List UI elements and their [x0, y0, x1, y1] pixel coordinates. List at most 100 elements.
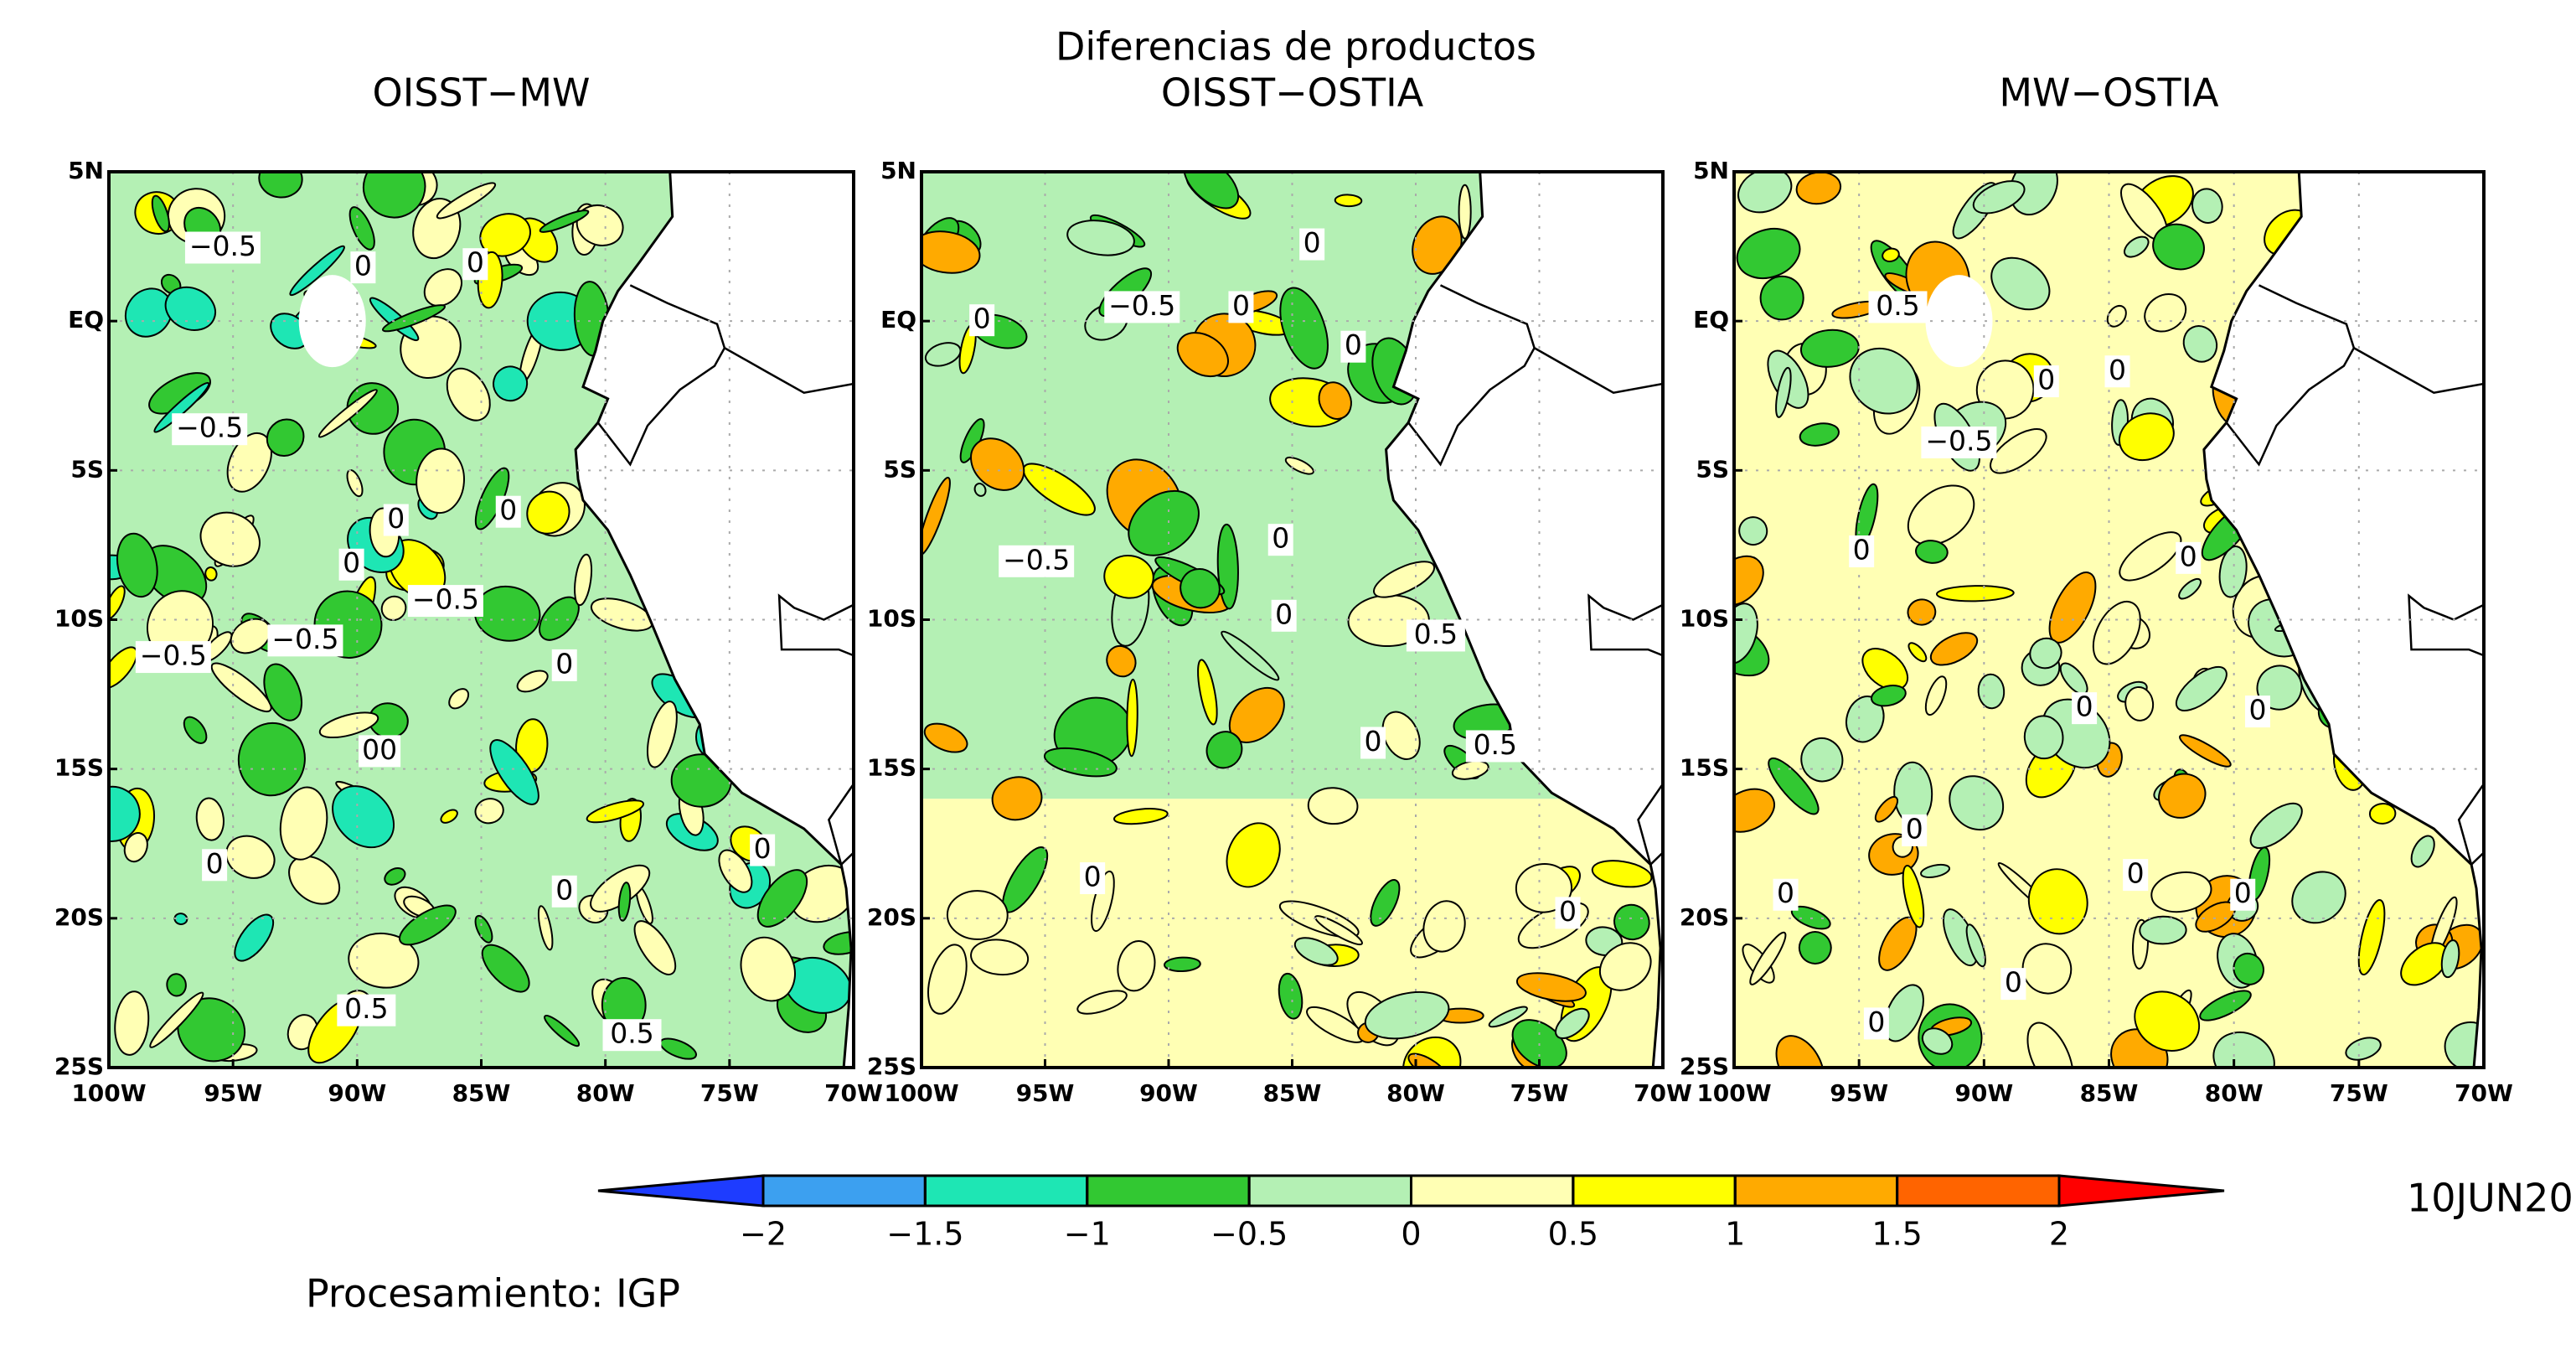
contour-area: [2212, 1032, 2275, 1068]
contour-label-bg: [383, 504, 409, 536]
contour-area: [1921, 1027, 1954, 1055]
contour-area: [1221, 630, 1280, 681]
contour-area: [2291, 871, 2346, 924]
border: [724, 347, 854, 394]
y-tick-label: 5N: [1693, 157, 1729, 184]
border: [828, 783, 854, 866]
contour-area: [718, 849, 753, 893]
contour-area: [1965, 923, 1986, 968]
contour-label-bg: [337, 994, 396, 1027]
contour-area: [474, 798, 504, 825]
border: [1407, 284, 1536, 467]
contour-label: 0: [2127, 857, 2145, 890]
contour-label: 0: [1272, 522, 1289, 555]
contour-label-bg: [172, 413, 248, 446]
contour-label-bg: [1555, 897, 1581, 929]
contour-area: [348, 932, 420, 989]
contour-area: [1920, 863, 1951, 878]
contour-area: [2199, 990, 2252, 1021]
panel-title: MW−OSTIA: [1999, 70, 2219, 116]
contour-label-bg: [495, 495, 521, 528]
contour-label-bg: [551, 875, 577, 908]
contour-label: 0: [555, 647, 573, 680]
contour-area: [1126, 678, 1138, 758]
x-tick-label: 90W: [328, 1079, 386, 1107]
colorbar-segment: [1247, 1174, 1412, 1208]
contour-area: [288, 855, 341, 905]
contour-label: 0: [2248, 694, 2266, 727]
colorbar-segment: [923, 1174, 1089, 1208]
contour-label-bg: [2033, 365, 2059, 398]
contour-area: [1800, 737, 1844, 783]
contour-area: [823, 931, 854, 955]
colorbar-label: 0: [1401, 1216, 1421, 1253]
y-tick-label: 25S: [867, 1052, 916, 1080]
contour-label: 0: [2076, 690, 2093, 723]
contour-area: [1091, 870, 1115, 933]
contour-label: −0.5: [189, 230, 256, 262]
contour-label: −0.5: [140, 639, 207, 672]
contour-area: [183, 716, 208, 744]
y-tick-label: EQ: [1693, 306, 1729, 334]
missing-data: [1925, 275, 1993, 368]
contour-area: [1422, 900, 1466, 953]
contour-label-bg: [1849, 535, 1875, 567]
contour-area: [2092, 600, 2141, 665]
contour-area: [199, 511, 261, 567]
colorbar-segment: [1086, 1174, 1251, 1208]
contour-area: [1915, 540, 1949, 564]
contour-label-bg: [2072, 692, 2098, 725]
contour-area: [1738, 516, 1768, 546]
contour-label: 0: [499, 494, 517, 526]
x-tick-label: 85W: [452, 1079, 511, 1107]
contour-area: [123, 832, 148, 863]
x-tick-label: 95W: [1016, 1079, 1075, 1107]
border: [2353, 347, 2484, 394]
y-tick-label: 5S: [1696, 455, 1729, 483]
contour-area: [279, 786, 328, 861]
contour-area: [109, 785, 141, 842]
colorbar-low: [597, 1174, 765, 1208]
contour-area: [1883, 984, 1924, 1042]
contour-area: [516, 670, 549, 693]
contour-label: 0: [555, 873, 573, 906]
contour-area: [1734, 603, 1758, 665]
y-tick-label: 5N: [880, 157, 916, 184]
contour-label-bg: [1104, 291, 1180, 323]
contour-label-bg: [1299, 228, 1325, 261]
figure-title: Diferencias de productos: [1056, 24, 1536, 70]
contour-area: [1768, 757, 1820, 815]
contour-label: 0: [1345, 328, 1362, 361]
contour-area: [258, 172, 303, 199]
map-frame: [107, 170, 855, 1069]
contour-area: [1902, 865, 1925, 928]
map-frame: [920, 170, 1665, 1069]
contour-area: [1076, 990, 1128, 1015]
contour-area: [927, 944, 968, 1015]
y-tick-label: 15S: [867, 754, 916, 782]
y-tick-label: 25S: [1680, 1052, 1729, 1080]
colorbar-segment: [761, 1174, 927, 1208]
x-tick-label: 70W: [2455, 1079, 2513, 1107]
contour-label: 0: [2109, 354, 2126, 386]
contour-area: [1180, 568, 1221, 609]
y-tick-label: 20S: [1680, 903, 1729, 931]
contour-area: [2178, 577, 2202, 600]
contour-area: [2440, 939, 2460, 979]
contour-area: [1749, 931, 1787, 985]
contour-area: [2029, 637, 2062, 670]
contour-label: −0.5: [1003, 543, 1070, 576]
contour-label: 0: [1303, 226, 1321, 259]
contour-area: [1183, 172, 1240, 209]
contour-area: [237, 721, 306, 797]
contour-area: [2119, 531, 2182, 582]
contour-area: [2179, 734, 2232, 768]
contour-area: [346, 382, 400, 435]
border: [1533, 347, 1663, 394]
colorbar-label: −1.5: [886, 1216, 963, 1253]
contour-label-bg: [338, 548, 364, 581]
contour-area: [1882, 247, 1900, 262]
contour-label-bg: [1465, 730, 1525, 763]
border: [596, 284, 726, 467]
contour-area: [489, 739, 539, 805]
